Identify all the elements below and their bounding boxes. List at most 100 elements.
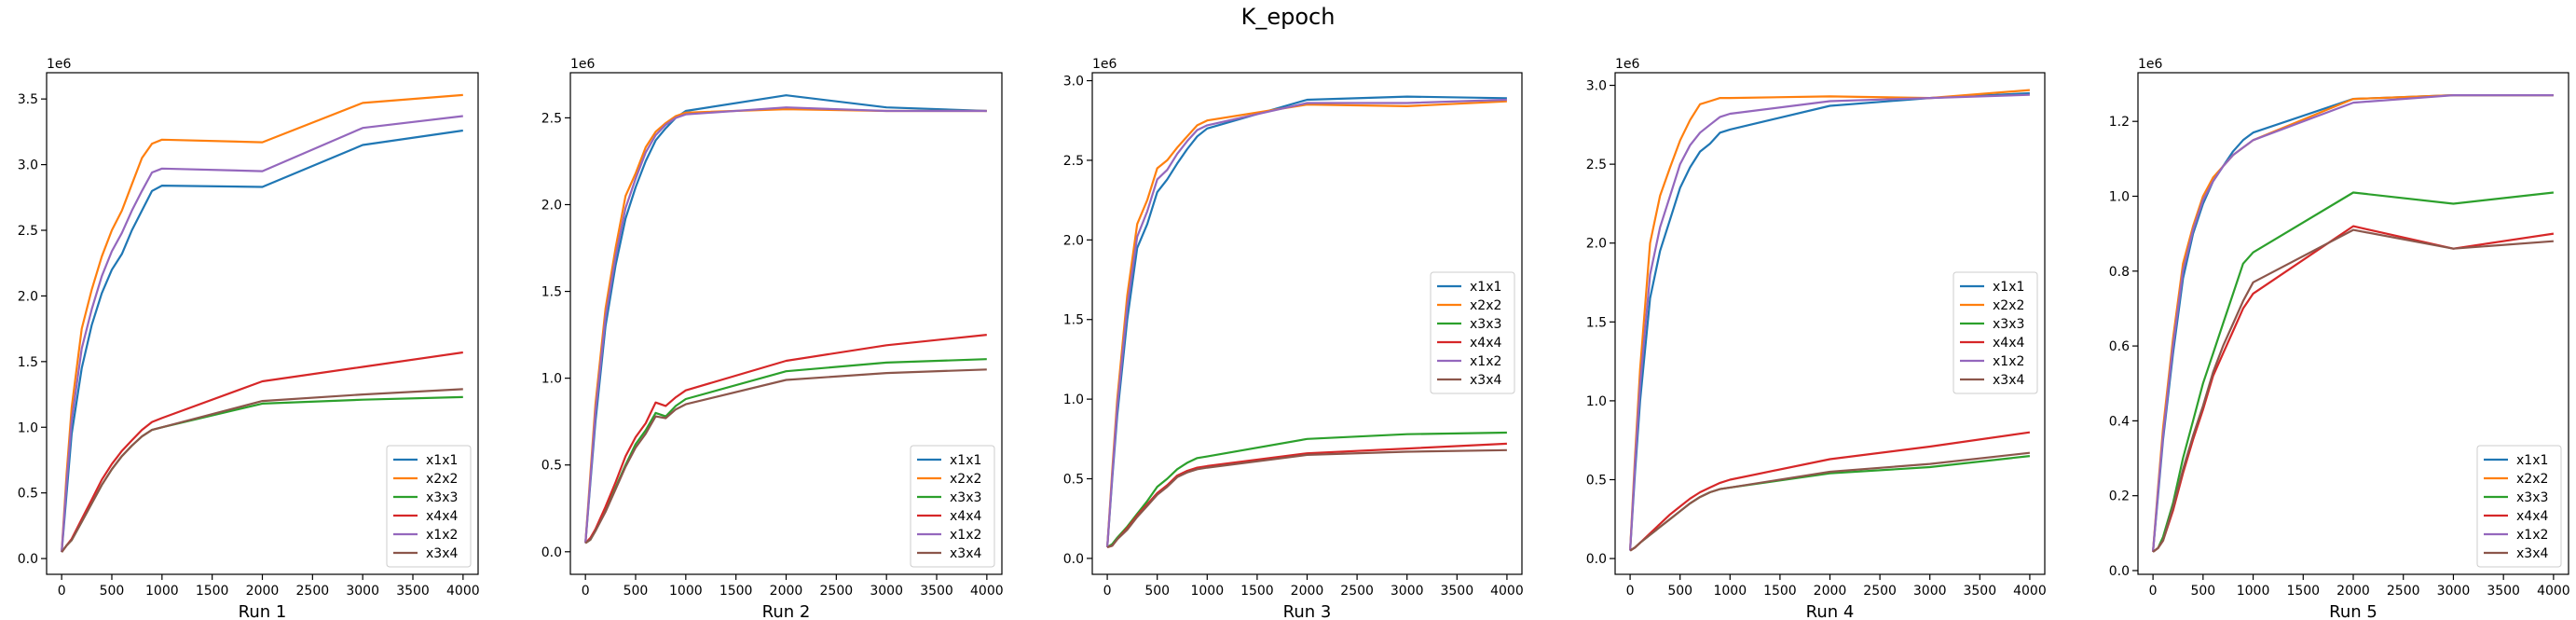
legend-entry-x3x4: x3x4 [1470, 373, 1501, 388]
y-offset-label: 1e6 [47, 57, 72, 72]
x-tick-label: 1500 [196, 584, 229, 599]
legend-entry-x3x4: x3x4 [1993, 373, 2024, 388]
series-line-x3x4 [1106, 448, 1507, 549]
x-tick-label: 3000 [2437, 584, 2471, 599]
x-tick-label: 500 [1144, 584, 1170, 599]
legend-entry-x1x2: x1x2 [426, 528, 458, 543]
x-axis-label: Run 5 [2329, 602, 2377, 620]
legend-entry-x2x2: x2x2 [426, 472, 458, 487]
figure-title: K_epoch [1240, 4, 1336, 30]
x-tick-label: 3500 [920, 584, 953, 599]
x-tick-label: 500 [1667, 584, 1692, 599]
y-tick-label: 1.0 [2109, 189, 2130, 204]
legend-entry-x2x2: x2x2 [950, 472, 981, 487]
series-line-x2x2 [1629, 89, 2030, 551]
series-line-x1x2 [1106, 98, 1507, 548]
y-tick-label: 2.5 [1063, 154, 1084, 169]
y-tick-label: 0.2 [2109, 489, 2130, 504]
x-tick-label: 1000 [1190, 584, 1224, 599]
series-line-x3x4 [2152, 228, 2554, 553]
legend: x1x1 x2x2 x3x3 x4x4 x1x2 x3x4 [1430, 271, 1515, 394]
legend-entry-x2x2: x2x2 [1470, 298, 1501, 313]
y-tick-label: 3.5 [18, 92, 38, 107]
y-tick-label: 0.5 [18, 487, 38, 502]
x-tick-label: 0 [1103, 584, 1112, 599]
x-tick-label: 3500 [396, 584, 430, 599]
y-tick-label: 3.0 [1063, 75, 1084, 90]
y-tick-label: 2.0 [18, 289, 38, 304]
y-tick-label: 0.6 [2109, 339, 2130, 354]
legend-entry-x1x2: x1x2 [1993, 354, 2024, 369]
x-tick-label: 2500 [1340, 584, 1374, 599]
series-line-x4x4 [1629, 431, 2031, 552]
series-line-x3x3 [1106, 431, 1507, 548]
x-tick-label: 500 [2190, 584, 2215, 599]
x-tick-label: 1500 [719, 584, 753, 599]
legend-entry-x4x4: x4x4 [950, 509, 981, 524]
y-tick-label: 1.5 [541, 285, 562, 300]
legend-entry-x3x4: x3x4 [2516, 546, 2548, 561]
legend-entry-x2x2: x2x2 [1993, 298, 2024, 313]
legend-entry-x3x3: x3x3 [950, 490, 981, 505]
x-tick-label: 4000 [2537, 584, 2570, 599]
y-offset-label: 1e6 [1615, 57, 1640, 72]
series-line-x4x4 [584, 334, 987, 544]
x-tick-label: 3500 [1440, 584, 1473, 599]
legend: x1x1 x2x2 x3x3 x4x4 x1x2 x3x4 [910, 445, 995, 568]
subplot-1: 0 500 1000 1500 2000 2500 3000 3500 4000 0.0 0.5 1.… [18, 57, 480, 620]
x-tick-label: 4000 [2013, 584, 2047, 599]
legend-entry-x3x3: x3x3 [2516, 490, 2548, 505]
series-line-x2x2 [61, 93, 463, 553]
x-axis-label: Run 3 [1283, 602, 1332, 620]
y-tick-label: 0.5 [541, 459, 562, 474]
x-tick-label: 0 [1626, 584, 1635, 599]
x-tick-label: 3000 [870, 584, 903, 599]
x-tick-label: 3000 [346, 584, 379, 599]
legend-entry-x3x3: x3x3 [1470, 317, 1501, 332]
x-tick-label: 500 [100, 584, 125, 599]
x-tick-label: 1500 [1763, 584, 1797, 599]
legend: x1x1 x2x2 x3x3 x4x4 x1x2 x3x4 [2476, 445, 2562, 568]
legend-box [1430, 271, 1515, 394]
legend-entry-x1x1: x1x1 [950, 453, 981, 468]
legend-box [910, 445, 995, 568]
x-axis-label: Run 1 [239, 602, 287, 620]
legend-entry-x1x1: x1x1 [1470, 280, 1501, 295]
series-line-x1x1 [1629, 91, 2030, 551]
y-tick-label: 1.5 [1586, 315, 1607, 330]
x-tick-label: 2000 [246, 584, 280, 599]
x-tick-label: 1500 [2286, 584, 2320, 599]
y-tick-label: 2.0 [1063, 233, 1084, 248]
x-tick-label: 1500 [1240, 584, 1274, 599]
legend-entry-x1x2: x1x2 [950, 528, 981, 543]
x-tick-label: 1000 [145, 584, 179, 599]
y-tick-label: 1.5 [1063, 313, 1084, 328]
y-tick-label: 0.8 [2109, 265, 2130, 280]
y-tick-label: 2.5 [18, 224, 38, 239]
x-tick-label: 500 [623, 584, 649, 599]
x-tick-label: 1000 [669, 584, 703, 599]
y-tick-label: 0.0 [18, 552, 38, 567]
legend-entry-x1x1: x1x1 [426, 453, 458, 468]
y-tick-label: 0.0 [2109, 564, 2130, 579]
y-tick-label: 1.0 [1063, 393, 1084, 407]
x-tick-label: 0 [582, 584, 590, 599]
series-line-x1x2 [1629, 93, 2030, 551]
x-axis-label: Run 4 [1806, 602, 1855, 620]
x-axis-label: Run 2 [762, 602, 811, 620]
legend-entry-x4x4: x4x4 [2516, 509, 2548, 524]
legend-entry-x2x2: x2x2 [2516, 472, 2548, 487]
x-tick-label: 4000 [970, 584, 1004, 599]
y-tick-label: 1.0 [18, 420, 38, 435]
x-tick-label: 3000 [1913, 584, 1947, 599]
x-tick-label: 1000 [1713, 584, 1747, 599]
y-tick-label: 0.0 [1063, 552, 1084, 567]
x-tick-label: 0 [58, 584, 66, 599]
y-tick-label: 2.0 [1586, 237, 1607, 252]
series-line-x4x4 [1106, 442, 1507, 549]
series-line-x3x3 [2152, 191, 2555, 553]
y-tick-label: 2.5 [1586, 158, 1607, 172]
y-tick-label: 1.5 [18, 355, 38, 370]
y-tick-label: 1.0 [1586, 394, 1607, 409]
x-tick-label: 2500 [296, 584, 330, 599]
